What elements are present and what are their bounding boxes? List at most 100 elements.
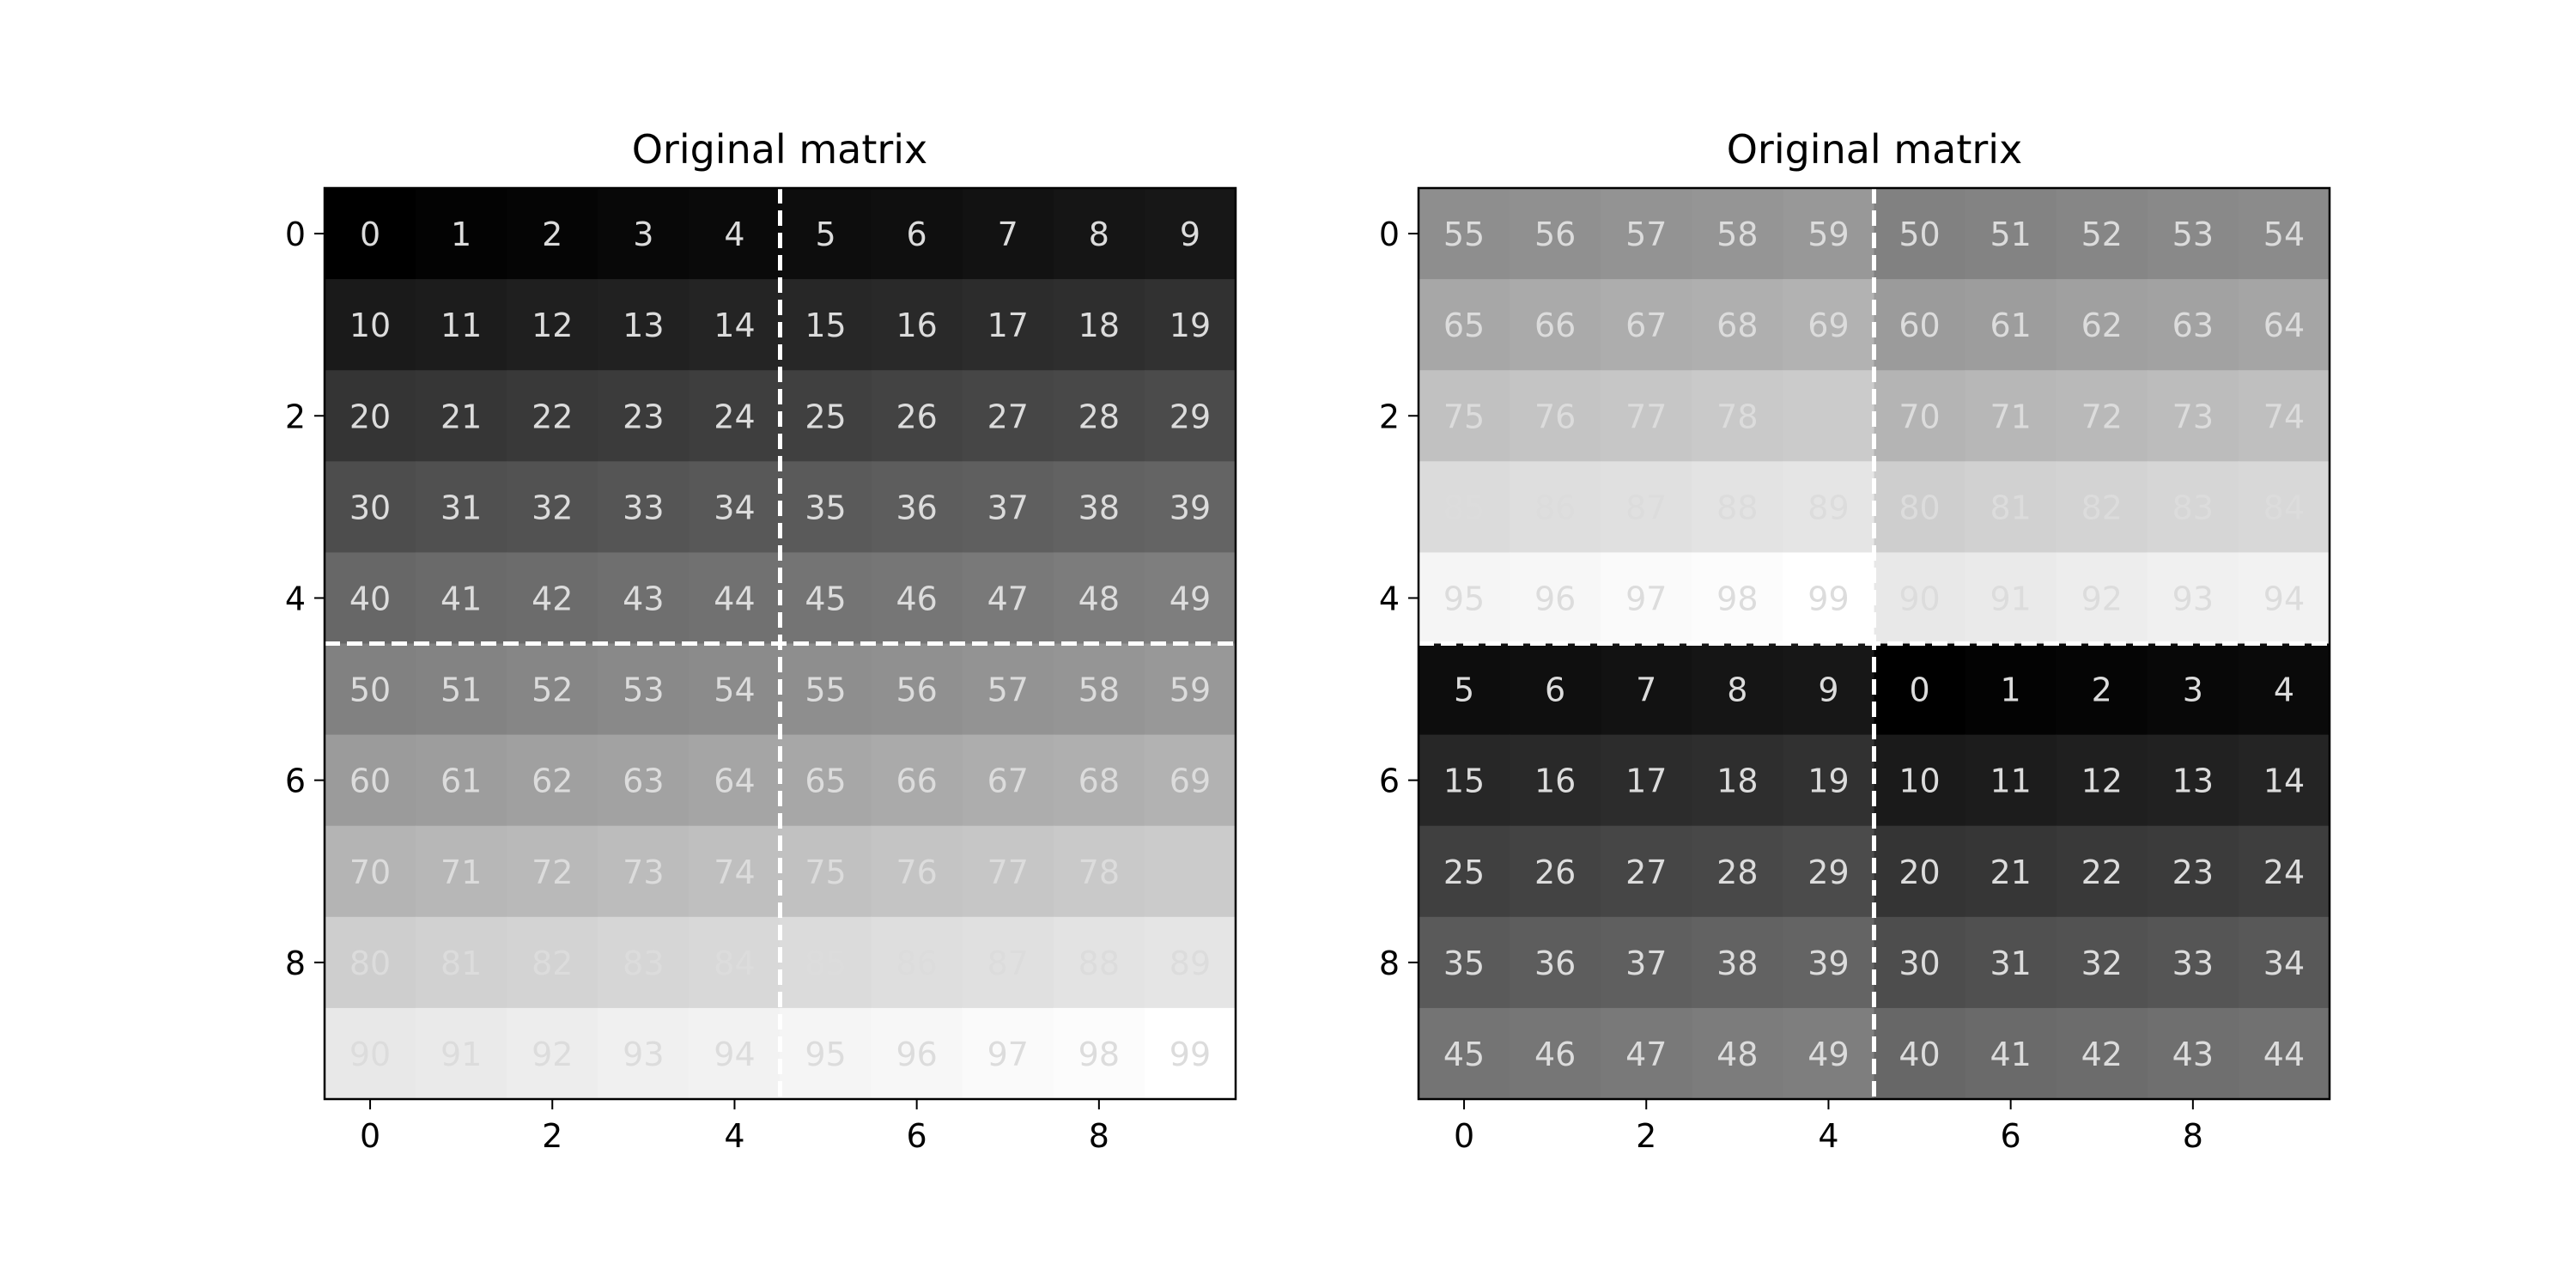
heatmap-cell [1601,916,1692,1009]
heatmap-cell [1510,643,1601,736]
heatmap-cell [2056,370,2148,462]
heatmap-cells [1419,188,2330,1100]
cell-label: 68 [1716,307,1758,344]
heatmap-cell [1601,734,1692,827]
cell-label: 55 [805,671,846,709]
cell-label: 81 [440,945,482,982]
cell-label: 78 [1716,398,1758,435]
cell-label: 26 [1534,854,1576,891]
cell-label: 90 [1899,580,1940,617]
heatmap-cell [1419,734,1510,827]
cell-label: 90 [349,1036,391,1073]
cell-label: 46 [896,580,937,617]
cell-label: 71 [1990,398,2031,435]
cell-label: 19 [1807,762,1849,800]
cell-label: 55 [1443,216,1485,253]
heatmap-cell [1874,188,1966,280]
cell-label: 88 [1078,945,1120,982]
cell-label: 48 [1078,580,1120,617]
heatmap-cell [962,825,1054,918]
heatmap-cell [1692,552,1783,645]
heatmap-cell [1874,916,1966,1009]
cell-label: 60 [1899,307,1940,344]
cell-label: 70 [349,854,391,891]
cell-label: 65 [805,762,846,800]
cell-label: 66 [1534,307,1576,344]
heatmap-cell [325,825,416,918]
cell-label: 9 [1180,216,1200,253]
heatmap-cell [1053,370,1145,462]
divider-lines [325,188,1236,1099]
x-tick-label: 4 [1818,1117,1838,1155]
cell-label: 71 [440,854,482,891]
heatmap-cell [1144,734,1236,827]
heatmap-cell [1692,734,1783,827]
cell-label: 66 [896,762,937,800]
cell-label: 40 [1899,1036,1940,1073]
heatmap-cell [1692,825,1783,918]
cell-label: 35 [805,489,846,526]
heatmap-cell [507,643,598,736]
heatmap-cell [780,916,872,1009]
y-tick-label: 4 [1379,580,1400,617]
heatmap-cell [871,916,963,1009]
heatmap-cell [1510,734,1601,827]
cell-label: 32 [2081,945,2123,982]
heatmap-cell [780,461,872,553]
heatmap-cell [507,461,598,553]
heatmap-cell [1601,825,1692,918]
cell-label: 22 [2081,854,2123,891]
heatmap-cell [1144,825,1236,918]
axes-frame [1417,186,2331,1101]
heatmap-cell [1053,734,1145,827]
heatmap-cell [689,643,781,736]
cell-label: 46 [1534,1036,1576,1073]
cell-label: 31 [440,489,482,526]
cell-label: 45 [805,580,846,617]
heatmap-cell [1692,916,1783,1009]
heatmap-cell [325,734,416,827]
cell-label: 8 [1089,216,1109,253]
heatmap-cell [507,734,598,827]
cell-label: 65 [1443,307,1485,344]
heatmap-cell [1053,188,1145,280]
cell-label: 18 [1716,762,1758,800]
heatmap-cell [1965,916,2057,1009]
heatmap-cell [1783,825,1875,918]
heatmap-cell [962,552,1054,645]
heatmap-cell [2056,734,2148,827]
heatmap-cell [962,916,1054,1009]
heatmap-cell [2147,552,2239,645]
heatmap-cell [780,279,872,371]
cell-label: 93 [2172,580,2214,617]
cell-label: 3 [633,216,653,253]
x-tick-label: 6 [907,1117,927,1155]
heatmap-cell [325,188,416,280]
heatmap-cell [1874,279,1966,371]
heatmap-cell [689,1007,781,1100]
heatmap-cell [507,1007,598,1100]
cell-label: 7 [1636,671,1656,709]
cell-label: 53 [2172,216,2214,253]
y-tick-label: 0 [285,216,306,253]
cell-label: 44 [2263,1036,2305,1073]
cell-label: 67 [987,762,1029,800]
heatmap-cell [1144,370,1236,462]
cell-label: 77 [1625,398,1667,435]
heatmap-cell [1965,279,2057,371]
cell-label: 35 [1443,945,1485,982]
heatmap-cell [689,552,781,645]
cell-label: 36 [896,489,937,526]
heatmap-cell [1874,552,1966,645]
heatmap-cell [2147,370,2239,462]
heatmap-cell [1510,461,1601,553]
heatmap-cell [1692,188,1783,280]
heatmap-cell [689,461,781,553]
cell-label: 73 [623,854,664,891]
heatmap-cell [416,370,507,462]
heatmap-cell [598,552,690,645]
heatmap-cell [416,188,507,280]
heatmap-cell [871,825,963,918]
heatmap-cell [871,643,963,736]
